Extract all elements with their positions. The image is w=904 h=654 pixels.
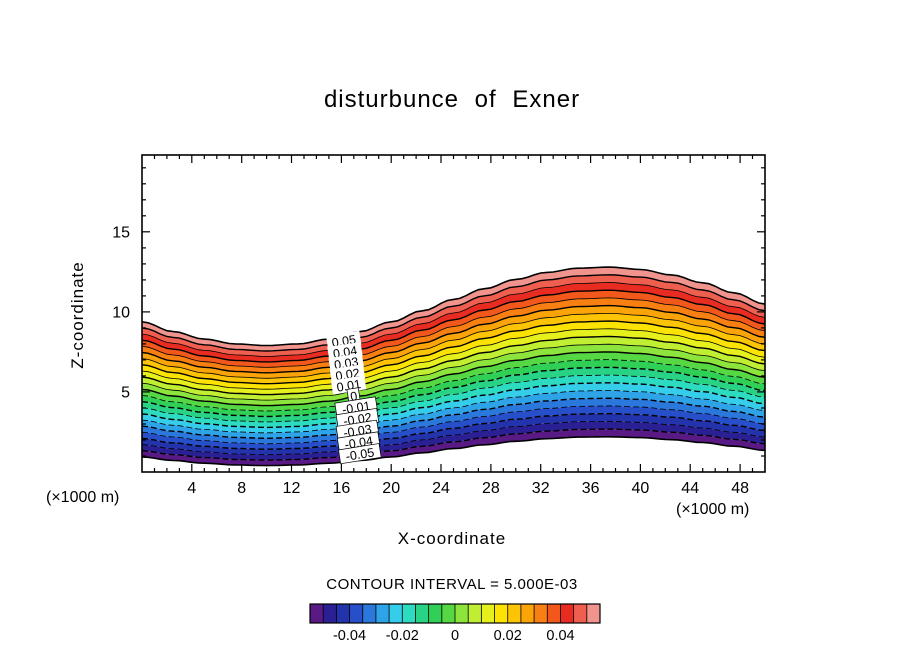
contour-line	[141, 289, 766, 363]
contour-band	[142, 382, 765, 433]
colorbar-segment	[481, 604, 496, 623]
colorbar-segment	[362, 604, 377, 623]
x-axis-label: X-coordinate	[397, 529, 507, 548]
contour-line	[141, 436, 766, 467]
contour-line	[141, 374, 766, 423]
contour-band	[142, 267, 765, 351]
colorbar-segment	[455, 604, 469, 623]
y-tick-label: 10	[112, 304, 130, 321]
contour-band	[142, 405, 765, 450]
x-tick-label: 12	[283, 480, 301, 497]
colorbar-tick-label: -0.02	[386, 628, 419, 644]
contour-band	[142, 344, 765, 406]
x-tick-label: 24	[432, 480, 450, 497]
contour-band	[142, 367, 765, 422]
colorbar-segment	[415, 604, 430, 623]
x-tick-label: 48	[731, 480, 749, 497]
colorbar-segment	[494, 604, 509, 623]
contour-line	[141, 328, 766, 390]
x-tick-label: 16	[333, 480, 351, 497]
colorbar-segment	[389, 604, 403, 623]
contour-band	[142, 375, 765, 428]
contour-band	[142, 351, 765, 411]
contour-line	[141, 382, 766, 429]
contour-line	[141, 420, 766, 456]
colorbar-segment	[336, 604, 351, 623]
colorbar-segment	[573, 604, 588, 623]
contour-label-text: -0.05	[345, 445, 375, 463]
contour-band	[142, 290, 765, 368]
contour-band	[142, 282, 765, 362]
y-tick-label: 15	[112, 224, 130, 241]
contour-line	[141, 320, 766, 385]
colorbar-segment	[428, 604, 443, 623]
colorbar-segment	[323, 604, 337, 623]
contour-line	[141, 390, 766, 434]
contour-band	[142, 359, 765, 417]
contour-label-text: 0	[349, 389, 358, 404]
x-tick-label: 4	[187, 480, 196, 497]
contour-interval-note: CONTOUR INTERVAL = 5.000E-03	[326, 576, 578, 593]
contour-band	[142, 297, 765, 373]
colorbar-segment	[349, 604, 364, 623]
contour-line	[141, 266, 766, 347]
colorbar-segment	[507, 604, 522, 623]
colorbar-segment	[468, 604, 482, 623]
contour-line	[141, 351, 766, 407]
chart-title: disturbunce of Exner	[323, 86, 581, 113]
contour-band	[142, 336, 765, 401]
colorbar-segment	[586, 604, 601, 623]
contour-band	[142, 274, 765, 357]
contour-line	[141, 297, 766, 368]
x-unit-label-right: (×1000 m)	[676, 501, 750, 518]
colorbar-tick-label: -0.04	[333, 628, 366, 644]
contour-band	[142, 429, 765, 466]
colorbar-segment	[520, 604, 535, 623]
colorbar-segment	[375, 604, 390, 623]
contour-band	[142, 321, 765, 390]
contour-label: -0.05	[338, 443, 382, 465]
x-tick-label: 40	[632, 480, 650, 497]
x-tick-label: 20	[382, 480, 400, 497]
contour-line	[141, 282, 766, 357]
x-unit-label-left: (×1000 m)	[46, 489, 120, 506]
colorbar-segment	[560, 604, 575, 623]
colorbar-segment	[547, 604, 561, 623]
contour-line	[141, 366, 766, 418]
contour-line	[141, 343, 766, 401]
x-tick-label: 36	[582, 480, 600, 497]
contour-band	[142, 398, 765, 444]
colorbar-frame	[309, 603, 601, 624]
x-tick-label: 32	[532, 480, 550, 497]
contour-line	[141, 304, 766, 374]
y-tick-label: 5	[121, 384, 130, 401]
x-tick-label: 28	[482, 480, 500, 497]
contour-band	[142, 413, 765, 455]
x-tick-label: 8	[237, 480, 246, 497]
contour-band	[142, 421, 765, 461]
contour-label-box	[338, 443, 382, 465]
colorbar-segment	[402, 604, 416, 623]
contour-line	[141, 428, 766, 461]
contour-band	[142, 328, 765, 395]
contour-line	[141, 359, 766, 412]
contour-band	[142, 390, 765, 439]
colorbar-segment	[534, 604, 548, 623]
contour-band	[142, 305, 765, 379]
contour-line	[141, 274, 766, 352]
contour-line	[141, 335, 766, 396]
contour-line	[141, 412, 766, 450]
colorbar-segment	[310, 604, 324, 623]
contour-label: -0.03	[335, 419, 380, 441]
colorbar-segment	[441, 604, 456, 623]
contour-line	[141, 405, 766, 445]
contour-line	[141, 313, 766, 379]
colorbar-tick-label: 0.02	[494, 628, 522, 644]
colorbar-tick-label: 0.04	[546, 628, 574, 644]
contour-line	[141, 397, 766, 440]
x-tick-label: 44	[681, 480, 699, 497]
contour-band	[142, 313, 765, 384]
colorbar-tick-label: 0	[451, 628, 459, 644]
